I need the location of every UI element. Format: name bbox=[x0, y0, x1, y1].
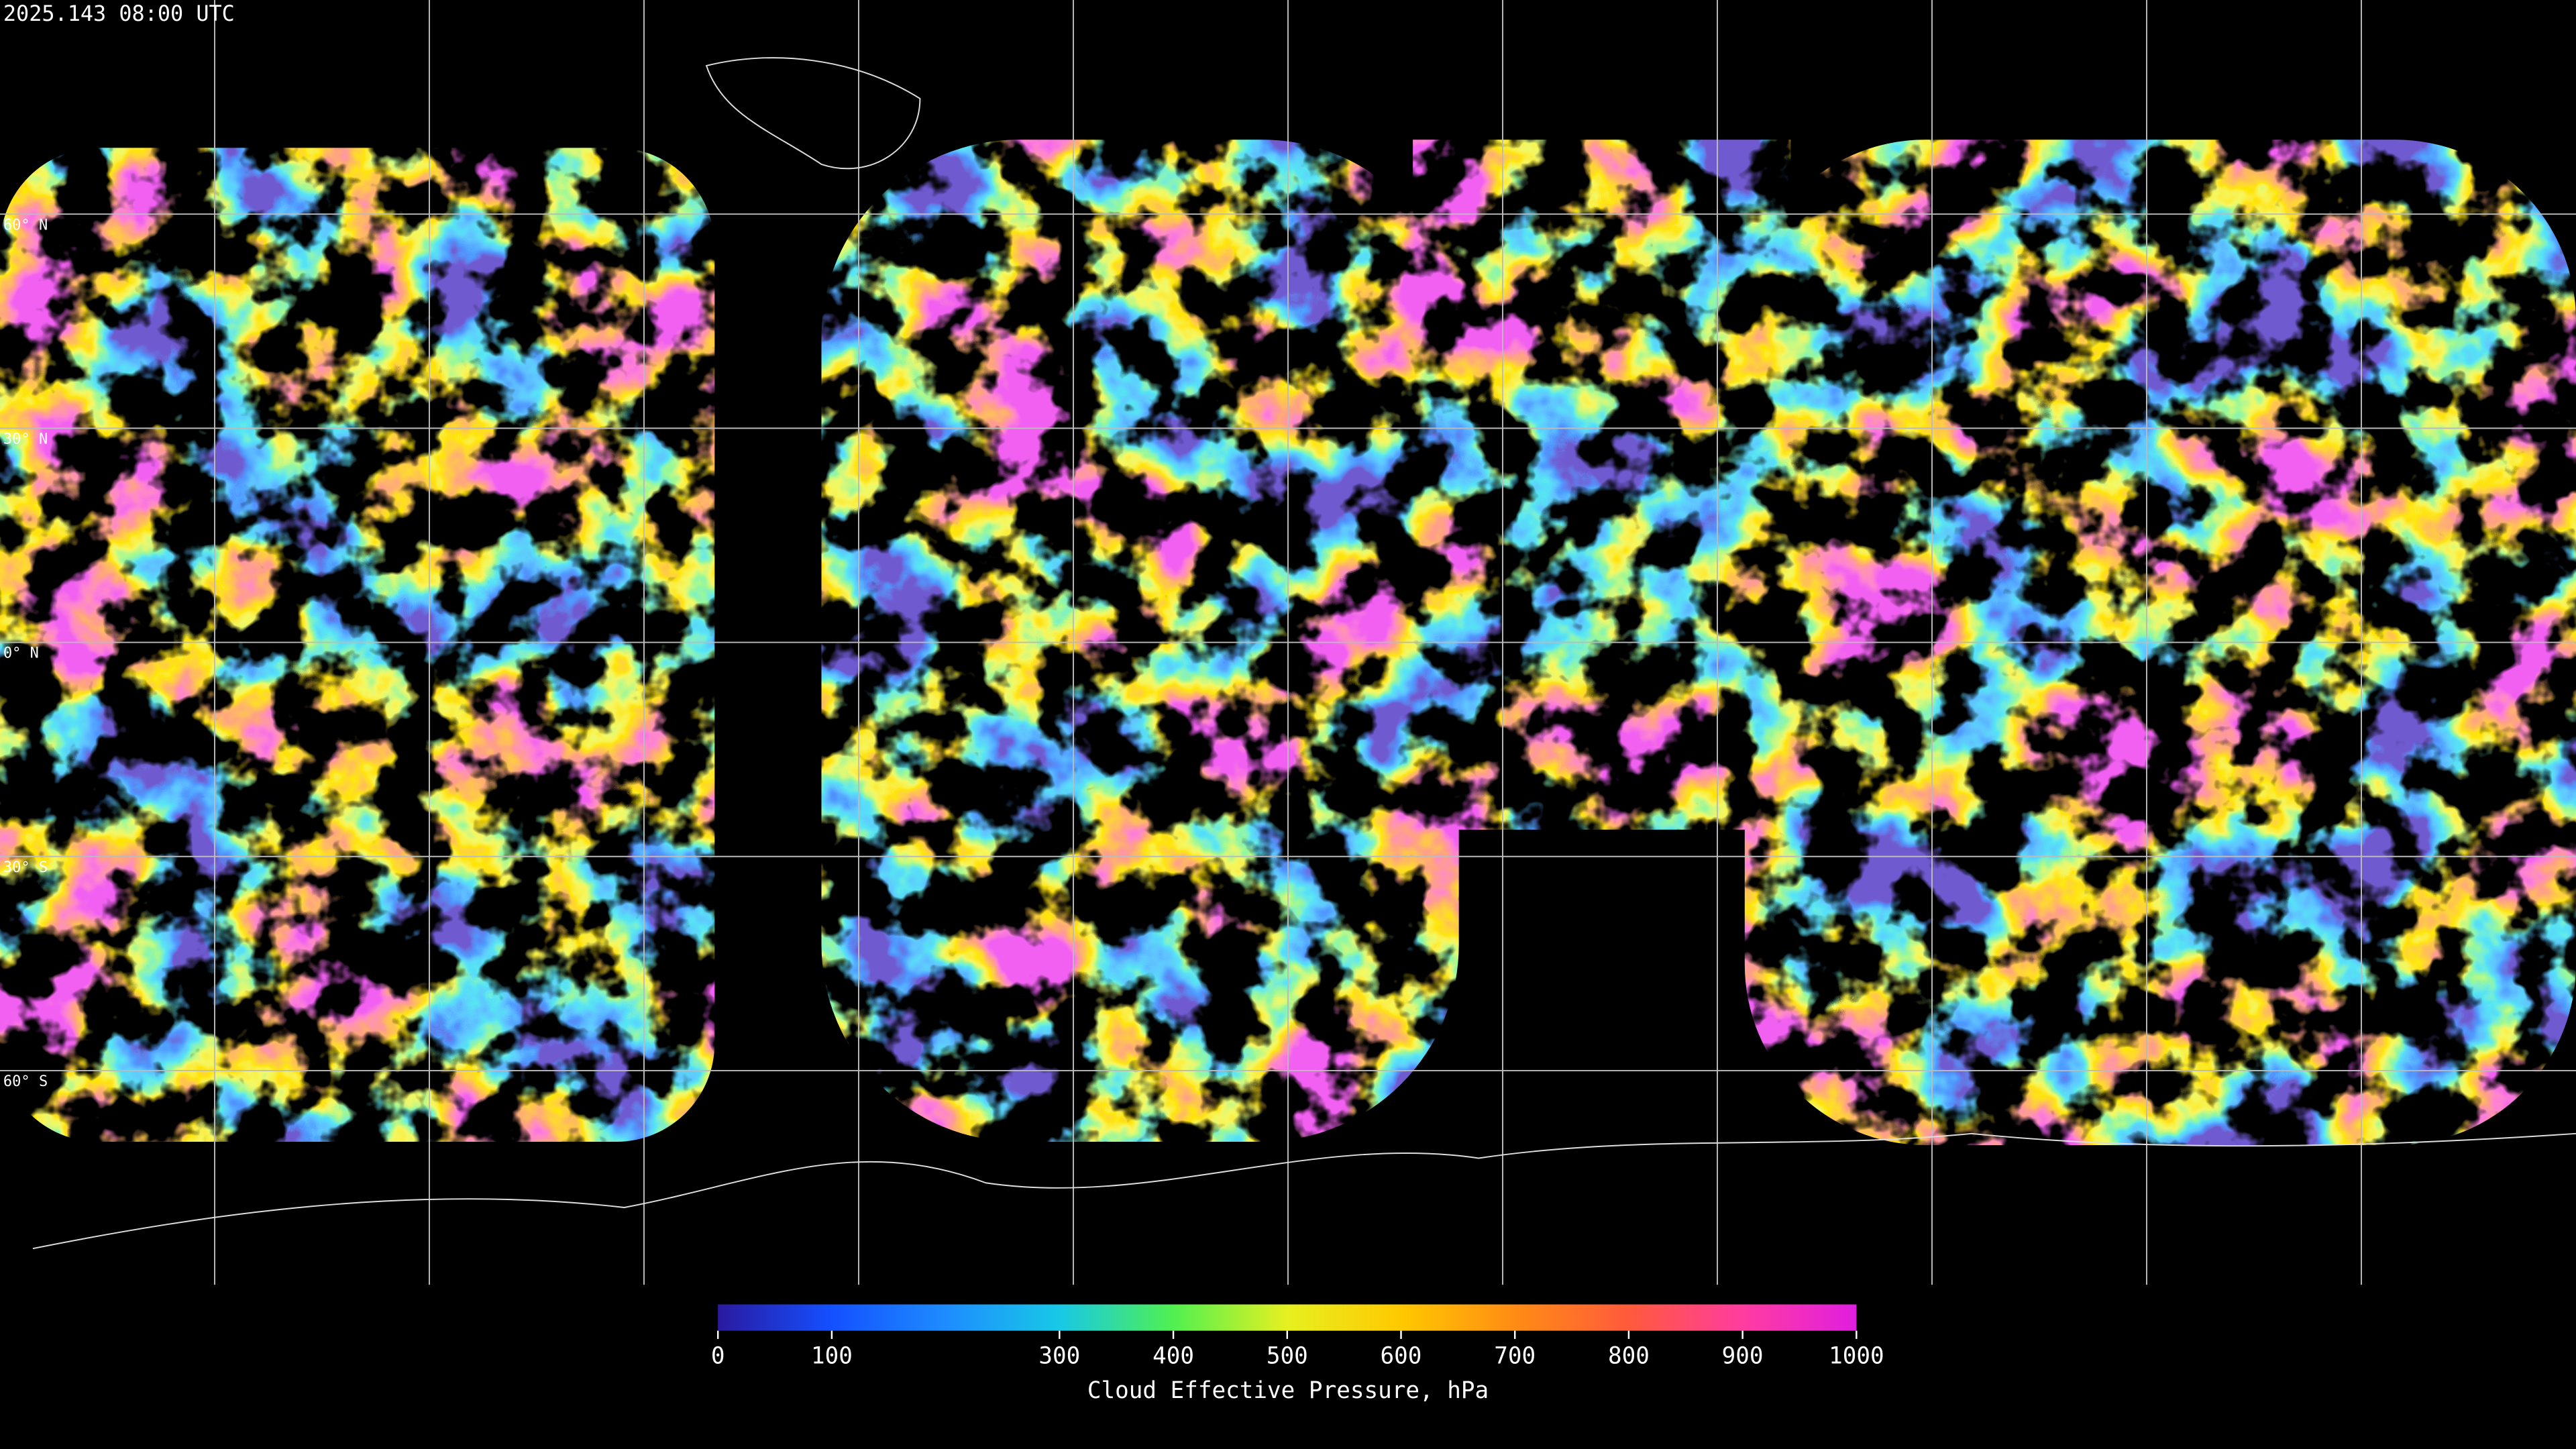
colorbar bbox=[718, 1304, 1857, 1331]
colorbar-tick-label: 0 bbox=[711, 1342, 725, 1369]
coastlines bbox=[32, 57, 2576, 1250]
colorbar-tick-label: 700 bbox=[1494, 1342, 1536, 1369]
colorbar-tick-label: 1000 bbox=[1829, 1342, 1884, 1369]
timestamp: 2025.143 08:00 UTC bbox=[3, 1, 235, 26]
lat-label: 30° S bbox=[3, 859, 48, 876]
lat-label: 60° N bbox=[3, 217, 48, 233]
colorbar-ticks: 0 100 300 400 500 600 700 800 900 1000 bbox=[711, 1330, 1884, 1369]
colorbar-tick-label: 600 bbox=[1381, 1342, 1422, 1369]
colorbar-tick-label: 900 bbox=[1722, 1342, 1764, 1369]
colorbar-label: Cloud Effective Pressure, hPa bbox=[1087, 1377, 1489, 1404]
graticule bbox=[0, 0, 2576, 1285]
lat-label: 60° S bbox=[3, 1073, 48, 1090]
colorbar-tick-label: 400 bbox=[1152, 1342, 1194, 1369]
colorbar-tick-label: 300 bbox=[1038, 1342, 1080, 1369]
colorbar-tick-label: 100 bbox=[811, 1342, 853, 1369]
lat-label: 0° N bbox=[3, 645, 39, 662]
colorbar-tick-label: 800 bbox=[1608, 1342, 1650, 1369]
colorbar-tick-label: 500 bbox=[1267, 1342, 1308, 1369]
lat-label: 30° N bbox=[3, 431, 48, 448]
